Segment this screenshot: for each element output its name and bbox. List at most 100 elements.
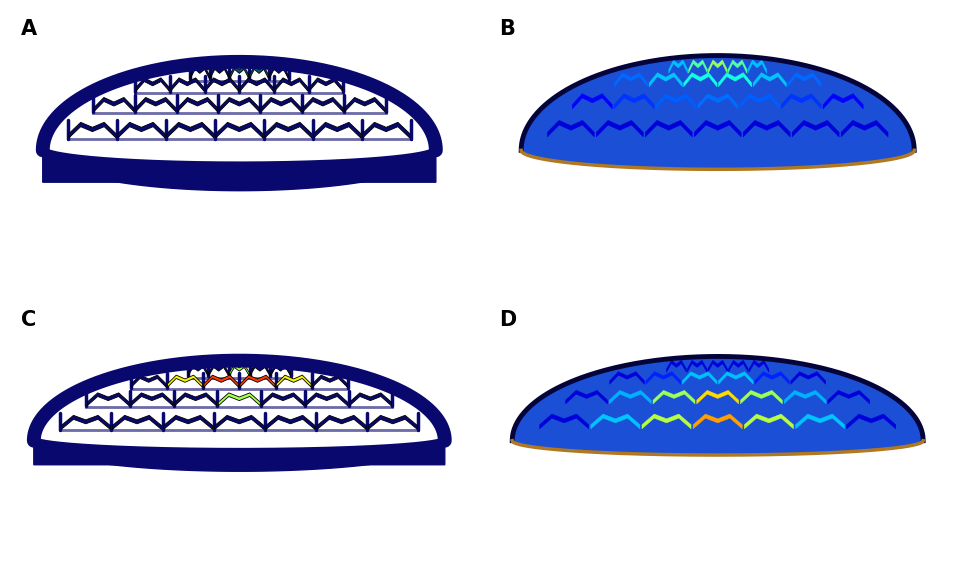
Polygon shape [250, 364, 270, 376]
Polygon shape [313, 375, 347, 387]
Polygon shape [317, 416, 367, 429]
Polygon shape [719, 73, 751, 87]
Polygon shape [219, 97, 259, 112]
Polygon shape [275, 78, 308, 91]
Polygon shape [174, 393, 216, 406]
Polygon shape [698, 93, 738, 109]
Polygon shape [642, 414, 691, 429]
Polygon shape [683, 73, 717, 87]
Polygon shape [649, 73, 682, 87]
Polygon shape [211, 66, 229, 79]
Polygon shape [719, 372, 753, 384]
Polygon shape [708, 360, 727, 372]
Polygon shape [828, 390, 870, 404]
Polygon shape [512, 356, 924, 455]
Polygon shape [218, 393, 260, 406]
Polygon shape [349, 393, 391, 406]
Polygon shape [747, 60, 767, 74]
Polygon shape [614, 73, 648, 87]
Polygon shape [610, 390, 652, 404]
Polygon shape [112, 416, 162, 429]
Polygon shape [190, 66, 210, 79]
Polygon shape [540, 414, 589, 429]
Polygon shape [694, 120, 742, 137]
Polygon shape [646, 372, 680, 384]
Polygon shape [305, 393, 347, 406]
Polygon shape [302, 97, 343, 112]
Polygon shape [314, 123, 361, 138]
Polygon shape [215, 123, 263, 138]
Polygon shape [33, 441, 445, 465]
Polygon shape [728, 60, 746, 74]
Polygon shape [345, 97, 385, 112]
Polygon shape [118, 123, 165, 138]
Polygon shape [847, 414, 896, 429]
Polygon shape [363, 123, 410, 138]
Polygon shape [261, 97, 301, 112]
Text: D: D [500, 310, 517, 329]
Polygon shape [682, 372, 717, 384]
Polygon shape [645, 120, 692, 137]
Polygon shape [795, 414, 845, 429]
Polygon shape [266, 416, 315, 429]
Polygon shape [230, 66, 249, 79]
Polygon shape [781, 93, 821, 109]
Polygon shape [566, 390, 608, 404]
Polygon shape [177, 97, 217, 112]
Polygon shape [189, 364, 208, 376]
Polygon shape [271, 364, 291, 376]
Polygon shape [610, 372, 644, 384]
Polygon shape [136, 97, 176, 112]
Polygon shape [653, 390, 695, 404]
Polygon shape [590, 414, 640, 429]
Polygon shape [792, 120, 839, 137]
Polygon shape [790, 372, 826, 384]
Polygon shape [262, 393, 304, 406]
Polygon shape [522, 55, 914, 169]
Polygon shape [309, 78, 343, 91]
Polygon shape [164, 416, 212, 429]
Text: C: C [21, 310, 36, 329]
Polygon shape [688, 60, 707, 74]
Polygon shape [214, 416, 264, 429]
Polygon shape [753, 73, 787, 87]
Polygon shape [167, 375, 202, 387]
Polygon shape [693, 414, 743, 429]
Polygon shape [823, 93, 863, 109]
Polygon shape [749, 360, 768, 372]
Polygon shape [547, 120, 594, 137]
Polygon shape [136, 78, 169, 91]
Polygon shape [265, 123, 312, 138]
Polygon shape [666, 360, 686, 372]
Polygon shape [596, 120, 643, 137]
Polygon shape [43, 150, 435, 182]
Polygon shape [167, 123, 213, 138]
Polygon shape [784, 390, 826, 404]
Polygon shape [656, 93, 696, 109]
Polygon shape [744, 120, 790, 137]
Polygon shape [277, 375, 311, 387]
Polygon shape [87, 393, 129, 406]
Polygon shape [269, 66, 288, 79]
Polygon shape [131, 375, 167, 387]
Polygon shape [614, 93, 655, 109]
Polygon shape [740, 93, 780, 109]
Polygon shape [170, 78, 204, 91]
Polygon shape [204, 375, 238, 387]
Polygon shape [697, 390, 739, 404]
Polygon shape [728, 360, 748, 372]
Polygon shape [209, 364, 229, 376]
Polygon shape [240, 78, 274, 91]
Polygon shape [669, 60, 688, 74]
Polygon shape [94, 97, 134, 112]
Polygon shape [131, 393, 173, 406]
Polygon shape [745, 414, 793, 429]
Polygon shape [230, 364, 249, 376]
Polygon shape [61, 416, 110, 429]
Polygon shape [687, 360, 707, 372]
Polygon shape [755, 372, 790, 384]
Polygon shape [206, 78, 238, 91]
Polygon shape [741, 390, 783, 404]
Polygon shape [788, 73, 821, 87]
Polygon shape [572, 93, 612, 109]
